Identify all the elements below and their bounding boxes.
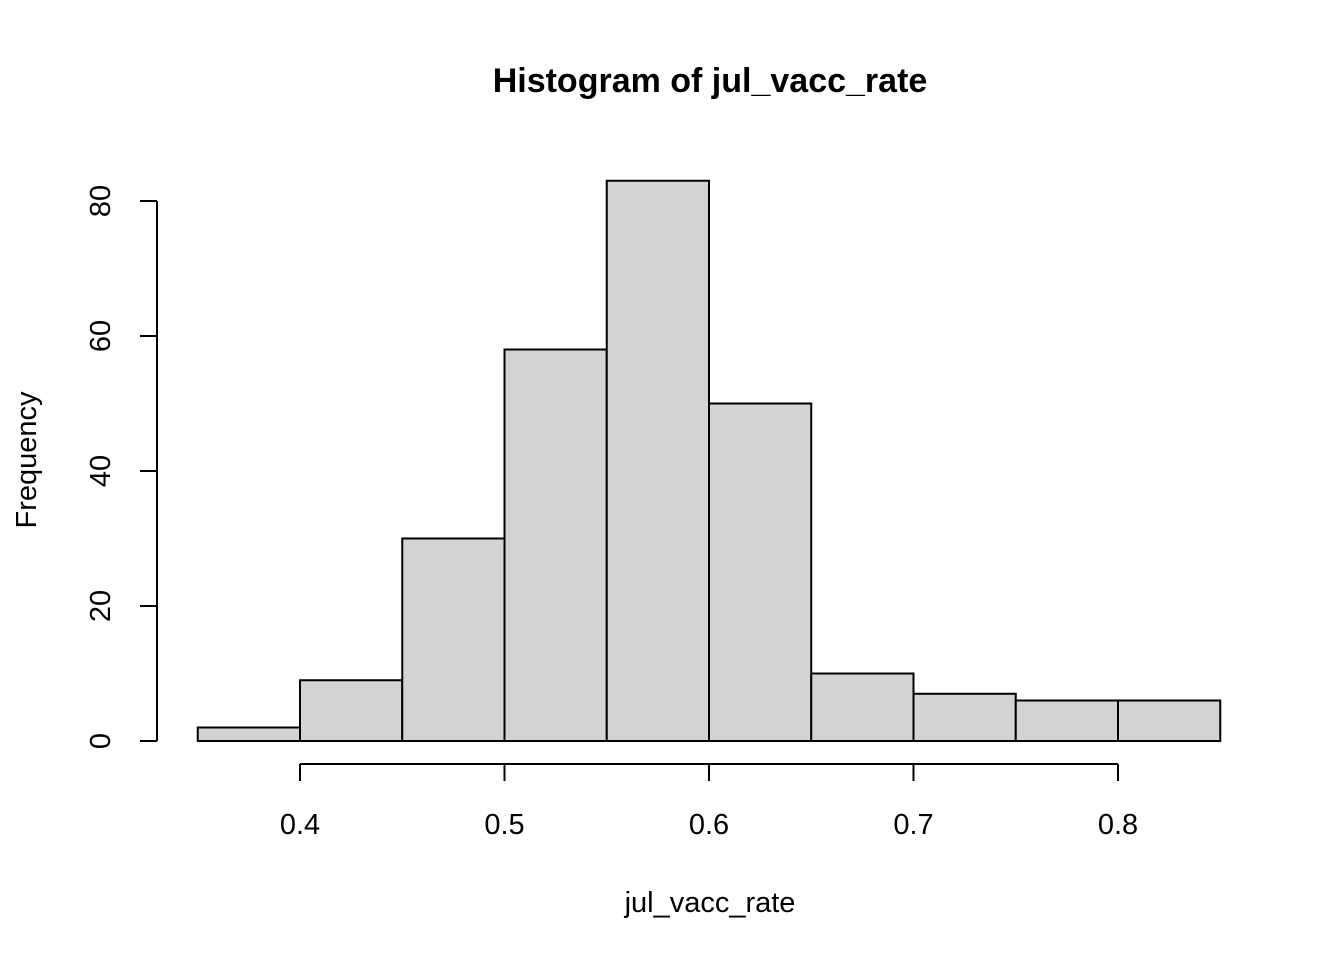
x-tick-label: 0.5 — [484, 809, 524, 841]
chart-title: Histogram of jul_vacc_rate — [493, 62, 928, 100]
histogram-bar-5 — [605, 179, 710, 742]
histogram-bars — [196, 179, 1222, 742]
y-tick-label: 20 — [85, 590, 117, 622]
x-tick-label: 0.6 — [689, 809, 729, 841]
histogram-bar-9 — [1014, 699, 1119, 742]
histogram-bar-7 — [810, 672, 915, 742]
histogram-bar-6 — [708, 402, 813, 742]
histogram-bar-3 — [401, 537, 506, 742]
y-tick-label: 80 — [85, 185, 117, 217]
x-axis-label: jul_vacc_rate — [624, 887, 796, 919]
histogram-bar-8 — [912, 692, 1017, 742]
x-axis: 0.4 0.5 0.6 0.7 0.8 — [280, 763, 1138, 841]
histogram-bar-10 — [1117, 699, 1222, 742]
y-tick-label: 60 — [85, 320, 117, 352]
x-tick-label: 0.4 — [280, 809, 320, 841]
y-axis-label: Frequency — [11, 391, 43, 529]
y-tick-label: 40 — [85, 455, 117, 487]
x-tick-label: 0.7 — [893, 809, 933, 841]
histogram-bar-1 — [196, 726, 301, 742]
histogram-bar-2 — [299, 679, 404, 742]
histogram-bar-4 — [503, 348, 608, 742]
y-axis: 0 20 40 60 80 — [85, 185, 158, 749]
y-tick-label: 0 — [85, 733, 117, 749]
x-tick-label: 0.8 — [1098, 809, 1138, 841]
